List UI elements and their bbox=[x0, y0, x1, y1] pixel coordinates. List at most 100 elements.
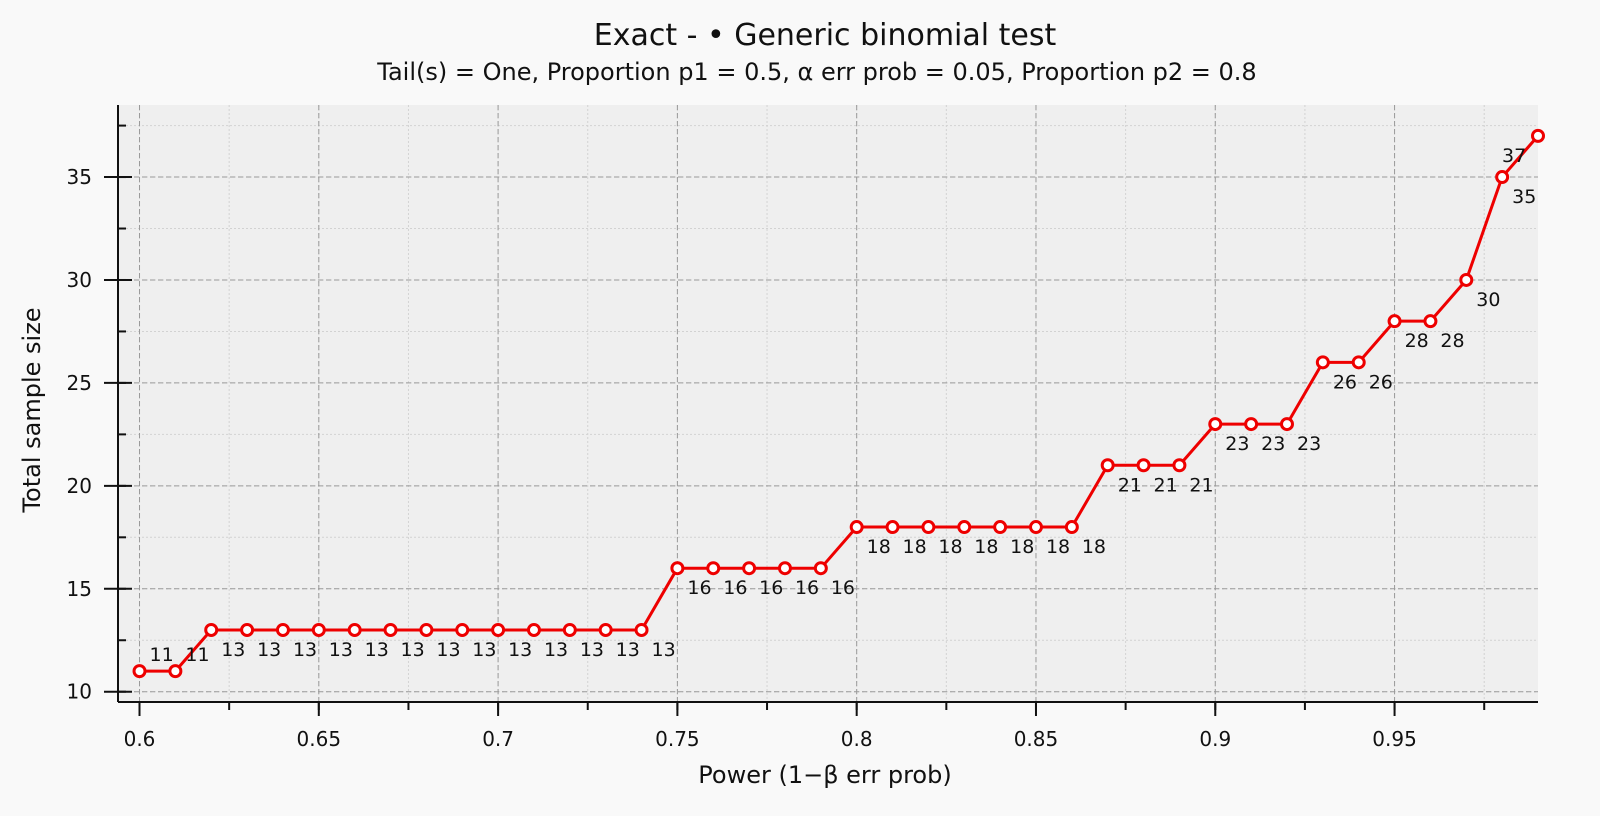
data-point bbox=[455, 622, 470, 637]
y-tick-label: 30 bbox=[67, 268, 92, 292]
data-point bbox=[132, 664, 147, 679]
data-label: 13 bbox=[329, 639, 353, 661]
data-label: 23 bbox=[1261, 433, 1285, 455]
data-point bbox=[275, 622, 290, 637]
data-point bbox=[562, 622, 577, 637]
data-point bbox=[993, 520, 1008, 535]
data-point bbox=[670, 561, 685, 576]
data-label: 21 bbox=[1189, 474, 1213, 496]
data-point bbox=[1100, 458, 1115, 473]
data-point bbox=[634, 622, 649, 637]
x-tick-label: 0.9 bbox=[1199, 727, 1231, 751]
data-point bbox=[204, 622, 219, 637]
data-label: 26 bbox=[1369, 371, 1393, 393]
axes bbox=[117, 105, 1538, 703]
data-point bbox=[598, 622, 613, 637]
data-point bbox=[1423, 314, 1438, 329]
data-point bbox=[921, 520, 936, 535]
data-label: 18 bbox=[974, 536, 998, 558]
x-tick-label: 0.75 bbox=[655, 727, 700, 751]
data-point bbox=[1208, 417, 1223, 432]
data-label: 11 bbox=[185, 644, 209, 666]
data-label: 26 bbox=[1333, 371, 1357, 393]
data-point bbox=[1351, 355, 1366, 370]
data-point bbox=[1459, 272, 1474, 287]
chart-subtitle: Tail(s) = One, Proportion p1 = 0.5, α er… bbox=[376, 58, 1256, 86]
data-point bbox=[1279, 417, 1294, 432]
x-ticks: 0.6 0.65 0.7 0.75 0.8 0.85 0.9 0.95 bbox=[124, 702, 1486, 751]
data-point bbox=[885, 520, 900, 535]
data-label: 13 bbox=[257, 639, 281, 661]
data-label: 21 bbox=[1118, 474, 1142, 496]
data-point bbox=[1387, 314, 1402, 329]
data-label: 13 bbox=[221, 639, 245, 661]
data-label: 16 bbox=[831, 577, 855, 599]
data-label: 23 bbox=[1297, 433, 1321, 455]
grid bbox=[118, 105, 1538, 702]
data-point bbox=[419, 622, 434, 637]
data-point bbox=[311, 622, 326, 637]
data-label: 13 bbox=[436, 639, 460, 661]
data-label: 18 bbox=[1010, 536, 1034, 558]
data-label: 18 bbox=[1046, 536, 1070, 558]
y-tick-label: 25 bbox=[67, 371, 92, 395]
data-label: 13 bbox=[401, 639, 425, 661]
x-tick-label: 0.65 bbox=[297, 727, 342, 751]
data-point bbox=[383, 622, 398, 637]
data-label: 13 bbox=[472, 639, 496, 661]
data-point bbox=[1028, 520, 1043, 535]
x-tick-label: 0.8 bbox=[841, 727, 873, 751]
data-point bbox=[1136, 458, 1151, 473]
data-point bbox=[347, 622, 362, 637]
x-tick-label: 0.95 bbox=[1372, 727, 1417, 751]
data-label: 16 bbox=[759, 577, 783, 599]
data-label: 28 bbox=[1440, 330, 1464, 352]
y-tick-label: 35 bbox=[67, 165, 92, 189]
data-label: 21 bbox=[1154, 474, 1178, 496]
data-point bbox=[240, 622, 255, 637]
data-label: 16 bbox=[723, 577, 747, 599]
series: 11 11 13 13 13 13 13 13 13 13 13 13 13 13 13 16 16 16 16 16… bbox=[132, 128, 1545, 679]
y-tick-label: 20 bbox=[67, 474, 92, 498]
data-point bbox=[706, 561, 721, 576]
data-point bbox=[491, 622, 506, 637]
data-point bbox=[742, 561, 757, 576]
x-axis-label: Power (1−β err prob) bbox=[698, 761, 951, 789]
y-tick-label: 15 bbox=[67, 577, 92, 601]
data-label: 13 bbox=[365, 639, 389, 661]
data-point bbox=[1531, 128, 1545, 143]
y-tick-label: 10 bbox=[67, 680, 92, 704]
data-label: 37 bbox=[1502, 145, 1526, 167]
data-label: 18 bbox=[938, 536, 962, 558]
data-label: 13 bbox=[544, 639, 568, 661]
y-ticks: 10 15 20 25 30 35 bbox=[67, 124, 132, 704]
data-label: 35 bbox=[1512, 186, 1536, 208]
data-label: 18 bbox=[903, 536, 927, 558]
data-label: 18 bbox=[867, 536, 891, 558]
data-label: 28 bbox=[1405, 330, 1429, 352]
plot-area bbox=[118, 105, 1538, 702]
data-point bbox=[957, 520, 972, 535]
data-label: 23 bbox=[1225, 433, 1249, 455]
data-label: 16 bbox=[795, 577, 819, 599]
data-label: 11 bbox=[150, 644, 174, 666]
data-label: 13 bbox=[616, 639, 640, 661]
data-point bbox=[1315, 355, 1330, 370]
data-label: 13 bbox=[652, 639, 676, 661]
x-tick-label: 0.85 bbox=[1014, 727, 1059, 751]
data-point bbox=[526, 622, 541, 637]
data-label: 13 bbox=[508, 639, 532, 661]
x-tick-label: 0.7 bbox=[482, 727, 514, 751]
data-point bbox=[1064, 520, 1079, 535]
data-point bbox=[168, 664, 183, 679]
data-point bbox=[1172, 458, 1187, 473]
data-point bbox=[849, 520, 864, 535]
x-tick-label: 0.6 bbox=[124, 727, 156, 751]
data-point bbox=[777, 561, 792, 576]
data-point bbox=[1495, 170, 1510, 185]
data-label: 13 bbox=[293, 639, 317, 661]
y-axis-label: Total sample size bbox=[18, 307, 46, 513]
series-line bbox=[139, 134, 1540, 673]
data-point bbox=[1244, 417, 1259, 432]
